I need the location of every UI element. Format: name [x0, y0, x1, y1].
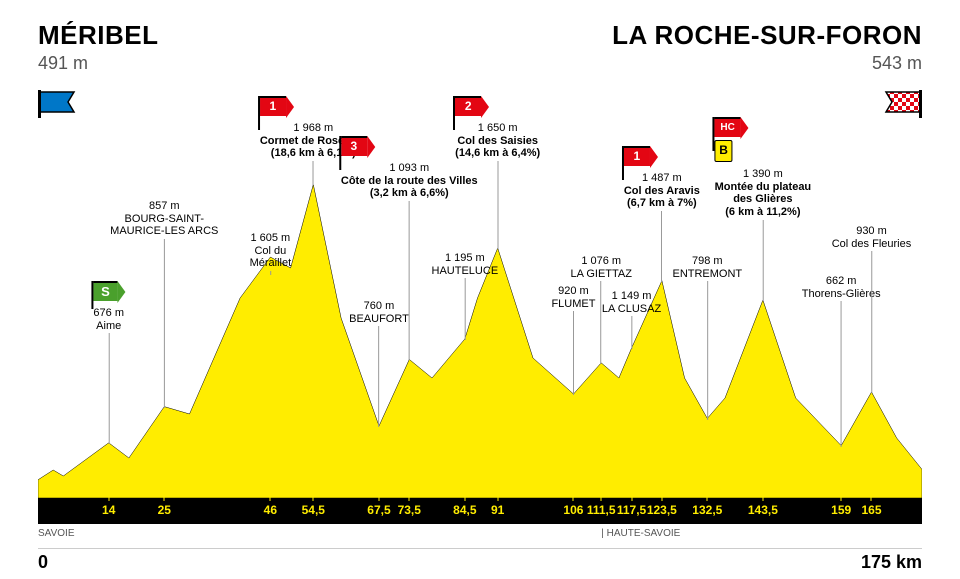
finish-city: LA ROCHE-SUR-FORON: [612, 20, 922, 51]
category-badge: HCB: [715, 117, 812, 162]
waypoint-name: Col des Aravis: [624, 185, 700, 198]
finish-alt: 543 m: [612, 53, 922, 74]
waypoint-alt: 1 605 m: [250, 232, 292, 245]
waypoint-alt: 1 149 m: [602, 290, 661, 303]
km-tick: 14: [102, 503, 115, 517]
waypoint-name: HAUTELUCE: [432, 265, 499, 278]
waypoint-label: 857 mBOURG-SAINT-MAURICE-LES ARCS: [110, 200, 218, 408]
km-axis: 0 175 km: [38, 552, 922, 573]
waypoint-alt: 1 968 m: [260, 122, 367, 135]
waypoint-alt: 1 076 m: [570, 255, 632, 268]
waypoint-alt: 1 390 m: [715, 168, 812, 181]
waypoint-name: BOURG-SAINT-MAURICE-LES ARCS: [110, 213, 218, 238]
header: MÉRIBEL 491 m LA ROCHE-SUR-FORON 543 m: [0, 20, 960, 74]
axis-line: [38, 548, 922, 549]
waypoint-label: HCB1 390 mMontée du plateaudes Glières(6…: [715, 175, 812, 301]
waypoint-alt: 930 m: [832, 225, 911, 238]
waypoint-detail: (14,6 km à 6,4%): [455, 147, 540, 160]
waypoint-name: Col des Saisies: [455, 135, 540, 148]
km-tick: 46: [264, 503, 277, 517]
km-band: 14 25 46 54,5 67,5 73,5 84,5 91 106 111,5117,5123…: [38, 498, 922, 524]
km-tick: 123,5: [647, 503, 677, 517]
start-block: MÉRIBEL 491 m: [38, 20, 159, 74]
km-tick: 159: [831, 503, 851, 517]
waypoint-label: 930 mCol des Fleuries: [832, 225, 911, 393]
waypoint-alt: 857 m: [110, 200, 218, 213]
category-badge: 1: [624, 146, 700, 166]
waypoint-name: Col des Fleuries: [832, 238, 911, 251]
km-axis-end: 175 km: [861, 552, 922, 573]
km-tick: 67,5: [367, 503, 390, 517]
km-tick: 54,5: [302, 503, 325, 517]
dept-left: SAVOIE: [38, 528, 75, 539]
km-tick: 143,5: [748, 503, 778, 517]
finish-block: LA ROCHE-SUR-FORON 543 m: [612, 20, 922, 74]
km-tick: 91: [491, 503, 504, 517]
start-city: MÉRIBEL: [38, 20, 159, 51]
category-badge: 1: [260, 96, 367, 116]
km-tick: 25: [158, 503, 171, 517]
labels-layer: S676 mAime857 mBOURG-SAINT-MAURICE-LES A…: [38, 80, 922, 460]
km-tick: 165: [861, 503, 881, 517]
waypoint-alt: 1 650 m: [455, 122, 540, 135]
waypoint-detail: (6 km à 11,2%): [715, 206, 812, 219]
waypoint-alt: 1 487 m: [624, 172, 700, 185]
km-axis-start: 0: [38, 552, 48, 573]
waypoint-alt: 1 195 m: [432, 252, 499, 265]
waypoint-name: LA CLUSAZ: [602, 303, 661, 316]
waypoint-name: Montée du plateaudes Glières: [715, 181, 812, 206]
waypoint-name: LA GIETTAZ: [570, 268, 632, 281]
bonus-badge: B: [715, 140, 733, 162]
km-tick: 117,5: [617, 503, 646, 517]
waypoint-label: 1 195 mHAUTELUCE: [432, 252, 499, 340]
category-badge: 2: [455, 96, 540, 116]
km-tick: 106: [563, 503, 583, 517]
waypoint-name: Col duMéraillet: [250, 245, 292, 270]
stage-profile: MÉRIBEL 491 m LA ROCHE-SUR-FORON 543 m S…: [0, 0, 960, 579]
start-alt: 491 m: [38, 53, 159, 74]
km-tick: 111,5: [587, 503, 616, 517]
km-tick: 84,5: [453, 503, 476, 517]
dept-right: | HAUTE-SAVOIE: [601, 528, 922, 539]
waypoint-label: 1 605 mCol duMéraillet: [250, 232, 292, 275]
waypoint-label: 1 149 mLA CLUSAZ: [602, 290, 661, 349]
km-tick: 132,5: [692, 503, 722, 517]
km-tick: 73,5: [398, 503, 421, 517]
waypoint-detail: (6,7 km à 7%): [624, 197, 700, 210]
waypoint-label: 21 650 mCol des Saisies(14,6 km à 6,4%): [455, 130, 540, 249]
